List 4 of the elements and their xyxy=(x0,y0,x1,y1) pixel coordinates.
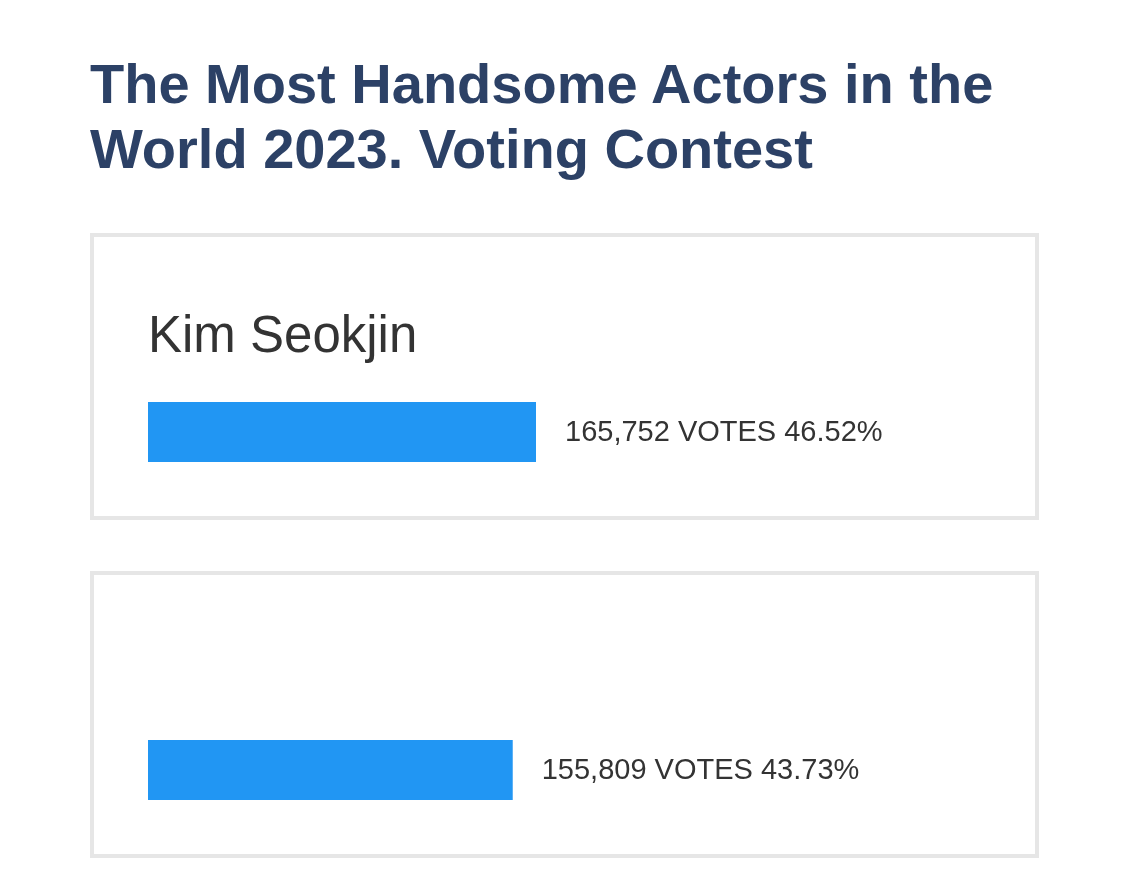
chart-title: The Most Handsome Actors in the World 2023. Voting Contest xyxy=(90,52,994,180)
data-label: 165,752 VOTES 46.52% xyxy=(565,415,883,447)
data-label: 155,809 VOTES 43.73% xyxy=(541,753,860,785)
y-tick-label: Kim Seokjin xyxy=(148,306,418,363)
